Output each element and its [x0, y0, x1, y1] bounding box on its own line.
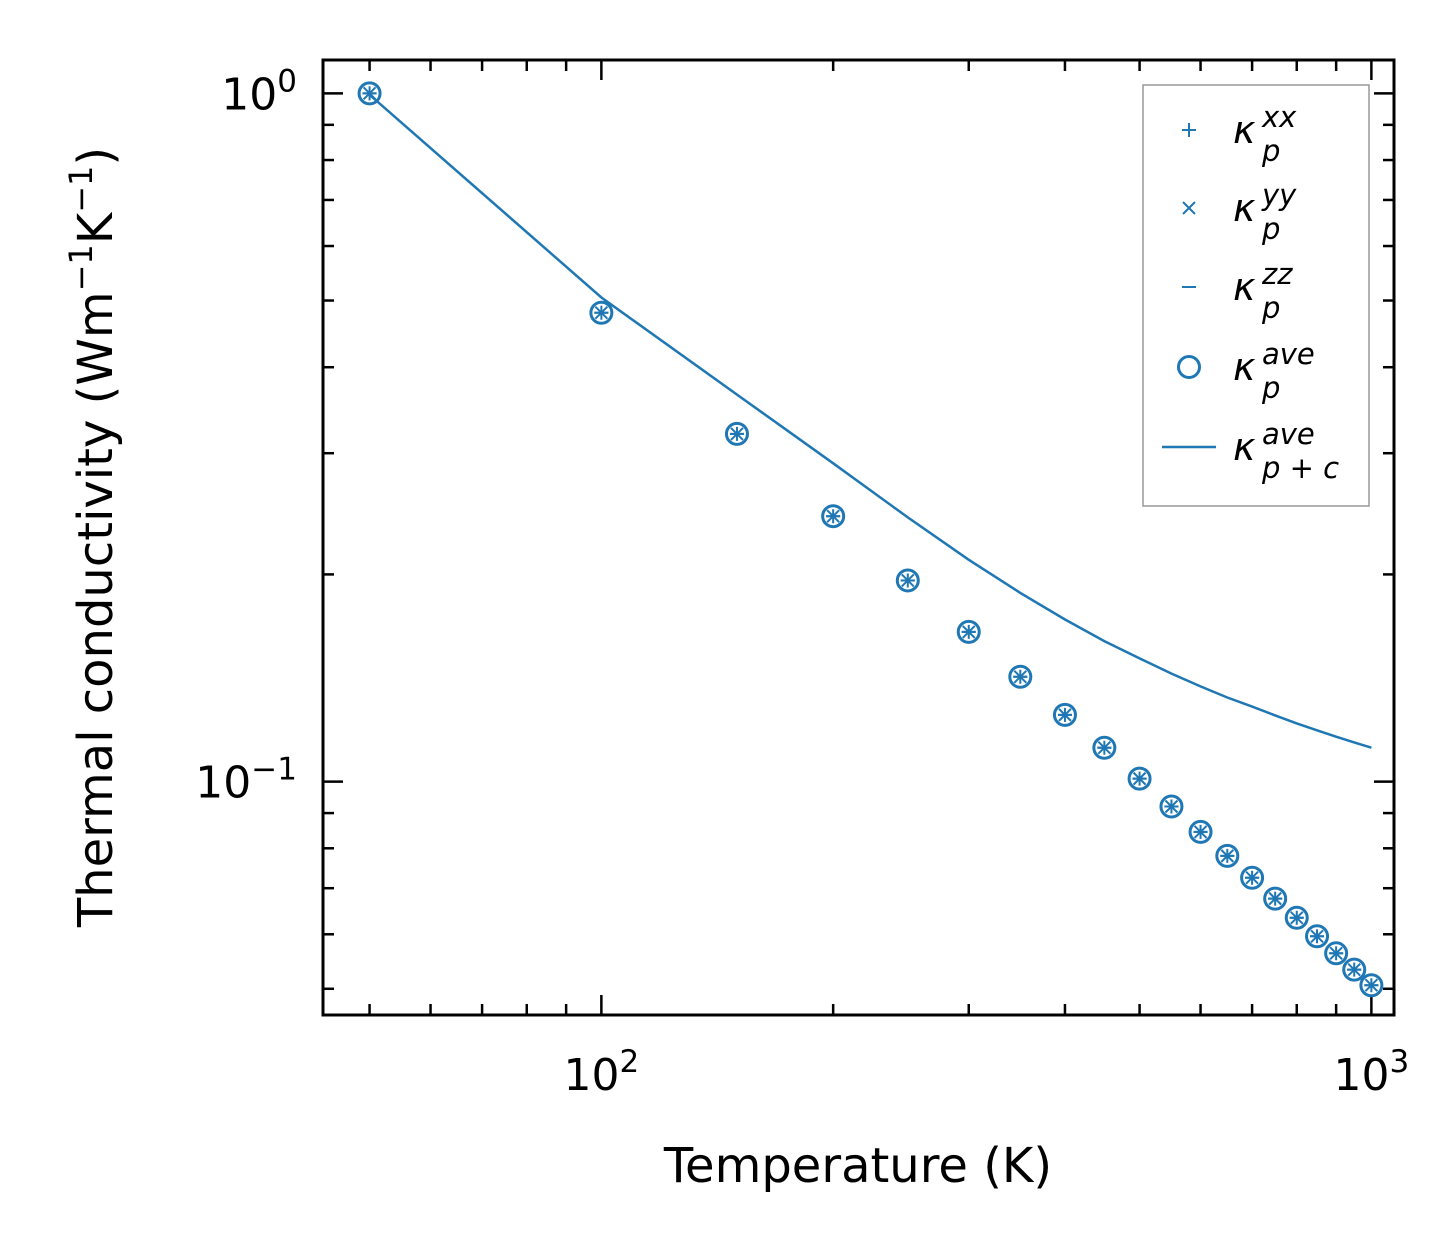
point-kappa_p_ave: [1305, 924, 1330, 949]
point-kappa_p_ave: [821, 504, 846, 529]
point-kappa_p_ave: [1240, 865, 1265, 890]
y-tick-label: 100: [221, 63, 297, 120]
point-kappa_p_ave: [589, 300, 614, 325]
point-kappa_p_ave: [956, 619, 981, 644]
point-kappa_p_ave: [1127, 766, 1152, 791]
legend-superscript: zz: [1261, 257, 1293, 291]
legend-superscript: ave: [1262, 417, 1315, 451]
x-tick-label: 103: [1334, 1044, 1410, 1101]
legend-symbol: κ: [1233, 186, 1256, 230]
x-axis-label: Temperature (K): [663, 1138, 1052, 1194]
legend-superscript: xx: [1261, 100, 1297, 134]
legend-marker-plus: [1182, 123, 1196, 137]
x-tick-label: 102: [563, 1044, 639, 1101]
point-kappa_p_ave: [1284, 905, 1309, 930]
points-layer: [357, 81, 1384, 998]
legend-superscript: yy: [1261, 178, 1297, 212]
legend-symbol: κ: [1233, 345, 1256, 389]
point-kappa_p_ave: [1263, 886, 1288, 911]
point-kappa_p_ave: [1188, 819, 1213, 844]
point-kappa_p_ave: [1342, 957, 1367, 982]
legend-subscript: p: [1261, 212, 1280, 246]
legend-marker-x: [1182, 201, 1196, 215]
legend-marker-circle: [1177, 355, 1201, 379]
legend-box: [1142, 84, 1370, 507]
x-tick-labels: 102 103: [563, 1044, 1409, 1101]
ticks-layer: [323, 60, 1394, 1015]
curve-layer: [368, 93, 1372, 749]
point-kappa_p_ave: [1092, 735, 1117, 760]
point-kappa_p_ave: [1052, 702, 1077, 727]
series-line-kappa_p+c_ave: [368, 93, 1372, 749]
legend-symbol: κ: [1233, 265, 1256, 309]
point-kappa_p_ave: [1324, 941, 1349, 966]
point-kappa_p_ave: [1008, 664, 1033, 689]
point-kappa_p_ave: [1159, 794, 1184, 819]
legend-subscript: p: [1261, 371, 1280, 405]
point-kappa_p_ave: [724, 421, 749, 446]
legend-symbol: κ: [1233, 108, 1256, 152]
legend-subscript: p + c: [1261, 451, 1339, 485]
y-axis-label: Thermal conductivity (Wm−1K−1): [62, 147, 124, 928]
point-kappa_p_ave: [357, 81, 382, 106]
legend-symbol: κ: [1233, 425, 1256, 469]
point-kappa_p_ave: [1359, 973, 1384, 998]
plot-frame: [321, 58, 1396, 1017]
legend-subscript: p: [1261, 291, 1280, 325]
y-tick-label: 10−1: [195, 752, 297, 809]
legend-superscript: ave: [1262, 337, 1315, 371]
point-kappa_p_ave: [1215, 843, 1240, 868]
legend-subscript: p: [1261, 134, 1280, 168]
y-tick-labels: 100 10−1: [195, 63, 297, 808]
point-kappa_p_ave: [895, 568, 920, 593]
